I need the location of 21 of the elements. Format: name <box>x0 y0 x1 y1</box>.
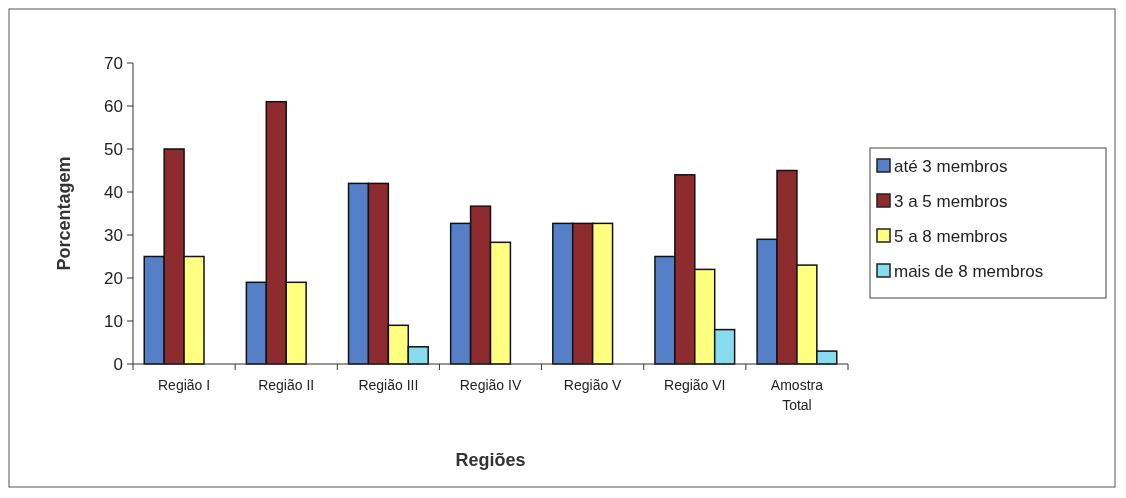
legend-label: até 3 membros <box>894 156 1008 176</box>
y-tick-label: 40 <box>104 182 123 202</box>
y-tick-label: 30 <box>104 225 123 245</box>
x-tick-label: Região I <box>157 377 211 393</box>
y-tick-label: 70 <box>104 53 123 73</box>
legend-label: 3 a 5 membros <box>894 191 1008 211</box>
y-tick-label: 0 <box>113 354 123 374</box>
x-tick-label: Região VI <box>664 377 726 393</box>
x-tick-label: Região IV <box>459 377 522 393</box>
y-tick-label: 20 <box>104 268 123 288</box>
y-tick-label: 10 <box>104 311 123 331</box>
x-axis-title: Regiões <box>455 450 526 470</box>
legend-label: 5 a 8 membros <box>894 226 1008 246</box>
x-tick-label: Região III <box>358 377 419 393</box>
legend-label: mais de 8 membros <box>894 261 1044 281</box>
x-tick-label: Região II <box>258 377 315 393</box>
x-tick-label: Região V <box>563 377 623 393</box>
y-axis-title: Porcentagem <box>54 156 74 271</box>
x-tick-label: Amostra Total <box>770 377 824 413</box>
y-tick-label: 50 <box>104 139 123 159</box>
y-tick-label: 60 <box>104 96 123 116</box>
